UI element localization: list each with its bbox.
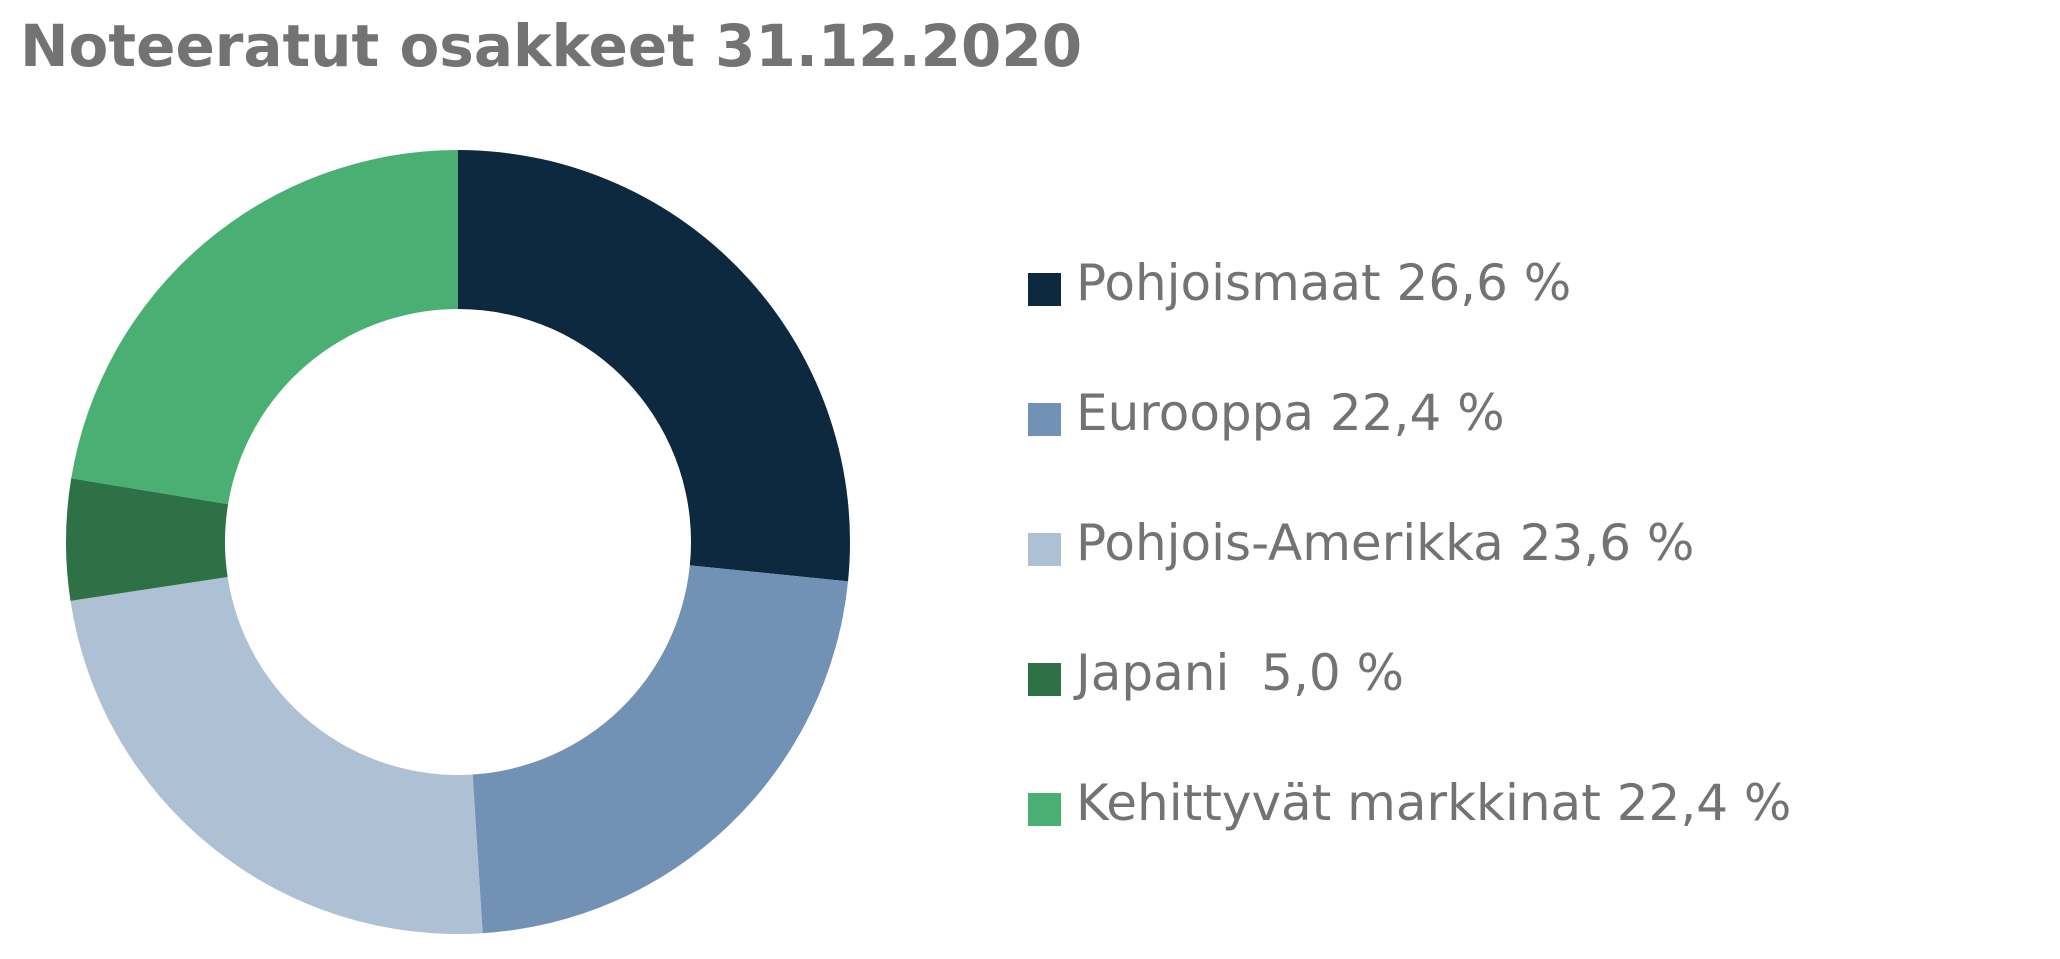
- legend-swatch: [1028, 533, 1061, 566]
- legend-label: Japani 5,0 %: [1076, 644, 1405, 702]
- donut-slices: [65, 150, 850, 934]
- legend-swatch: [1028, 273, 1061, 306]
- donut-slice-pohjoismaat: [458, 150, 850, 582]
- legend-label: Pohjois-Amerikka 23,6 %: [1076, 514, 1695, 572]
- legend-swatch: [1028, 403, 1061, 436]
- donut-slice-pohjois-amerikka: [70, 577, 483, 934]
- legend-swatch: [1028, 793, 1061, 826]
- donut-chart: [65, 150, 850, 934]
- donut-slice-kehittyv-t-markkinat: [71, 150, 458, 505]
- legend-label: Eurooppa 22,4 %: [1076, 384, 1505, 442]
- donut-slice-eurooppa: [472, 565, 849, 934]
- donut-slice-japani: [65, 478, 229, 601]
- legend-swatch: [1028, 663, 1061, 696]
- chart-title: Noteeratut osakkeet 31.12.2020: [20, 12, 1083, 80]
- legend-label: Kehittyvät markkinat 22,4 %: [1076, 774, 1792, 832]
- legend-label: Pohjoismaat 26,6 %: [1076, 254, 1572, 312]
